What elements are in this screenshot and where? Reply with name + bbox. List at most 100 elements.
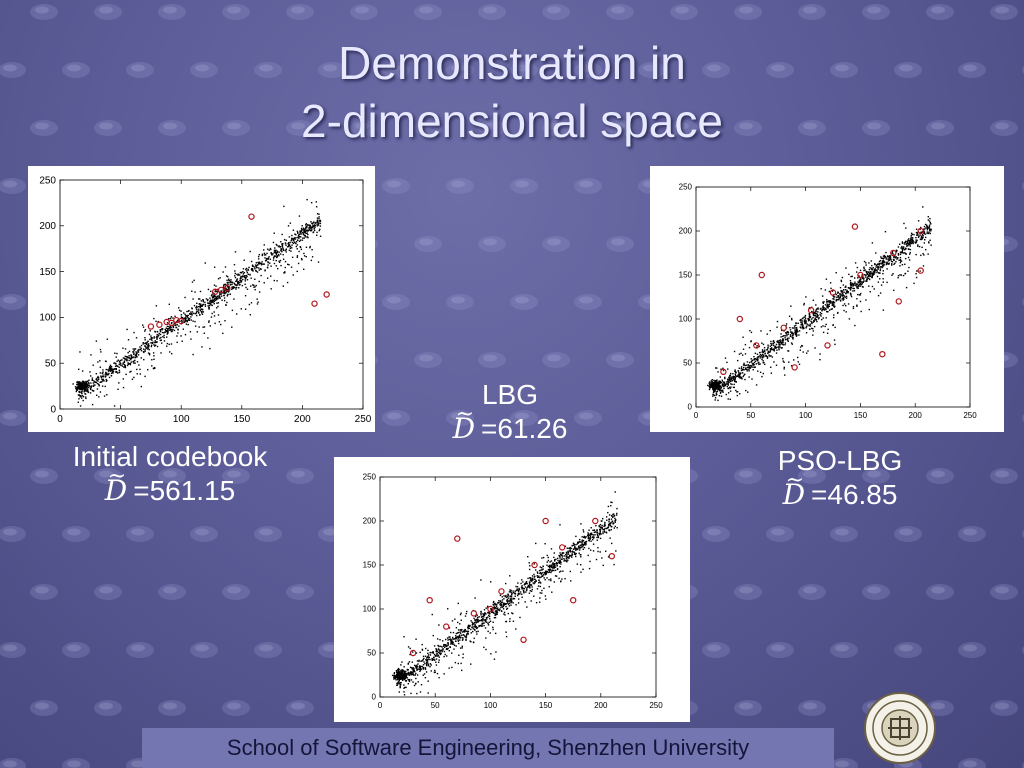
background-dot — [766, 526, 794, 542]
background-dot — [798, 120, 826, 136]
background-dot — [94, 700, 122, 716]
background-dot — [894, 642, 922, 658]
x-tick-label: 200 — [294, 414, 311, 425]
background-dot — [510, 62, 538, 78]
footer-text: School of Software Engineering, Shenzhen… — [226, 735, 750, 760]
x-tick-label: 250 — [963, 411, 977, 420]
codeword-point — [248, 213, 255, 220]
background-dot — [30, 700, 58, 716]
background-dot — [94, 120, 122, 136]
y-tick-label: 150 — [363, 561, 377, 570]
background-dot — [190, 62, 218, 78]
codeword-point — [736, 315, 744, 323]
caption-psolbg-label: PSO-LBG — [777, 445, 903, 476]
codeword-point — [753, 342, 760, 349]
background-dot — [286, 584, 314, 600]
background-dot — [574, 294, 602, 310]
background-dot — [510, 410, 538, 426]
background-dot — [30, 468, 58, 484]
background-dot — [254, 526, 282, 542]
y-tick-label: 200 — [363, 517, 377, 526]
y-tick-label: 0 — [372, 693, 377, 702]
background-dot — [862, 584, 890, 600]
codeword-point — [791, 364, 798, 371]
x-tick-label: 50 — [431, 701, 440, 710]
background-dot — [542, 4, 570, 20]
x-tick-label: 0 — [694, 411, 699, 420]
x-tick-label: 50 — [746, 411, 755, 420]
codeword-point — [569, 596, 577, 604]
background-dot — [766, 62, 794, 78]
codeword-point — [851, 223, 859, 230]
background-dot — [0, 526, 26, 542]
codeword-point — [917, 227, 924, 235]
background-dot — [158, 120, 186, 136]
background-dot — [350, 120, 378, 136]
background-dot — [286, 4, 314, 20]
codeword-point — [426, 596, 433, 604]
background-dot — [734, 120, 762, 136]
plot-axes-frame — [379, 476, 657, 698]
background-dot — [478, 120, 506, 136]
codeword-point — [780, 324, 787, 331]
background-dot — [0, 294, 26, 310]
background-dot — [478, 4, 506, 20]
background-dot — [222, 468, 250, 484]
background-dot — [606, 352, 634, 368]
background-dot — [958, 642, 986, 658]
background-dot — [222, 120, 250, 136]
background-dot — [734, 584, 762, 600]
background-dot — [958, 526, 986, 542]
background-dot — [766, 642, 794, 658]
codeword-point — [454, 535, 461, 542]
background-dot — [862, 468, 890, 484]
background-dot — [126, 62, 154, 78]
y-tick-label: 150 — [679, 271, 693, 280]
background-dot — [894, 526, 922, 542]
y-tick-label: 0 — [688, 403, 693, 412]
codeword-point — [323, 291, 330, 298]
background-dot — [702, 62, 730, 78]
background-dot — [926, 4, 954, 20]
y-tick-label: 50 — [683, 359, 692, 368]
codeword-point — [829, 289, 837, 296]
background-dot — [478, 236, 506, 252]
background-dot — [62, 62, 90, 78]
background-dot — [990, 4, 1018, 20]
background-dot — [446, 62, 474, 78]
caption-lbg-value: =61.26 — [481, 413, 568, 444]
codeword-point — [758, 271, 765, 279]
codeword-point — [217, 286, 225, 294]
y-tick-label: 100 — [39, 313, 56, 324]
codeword-point — [857, 271, 864, 279]
background-dot — [0, 758, 26, 768]
background-dot — [734, 4, 762, 20]
scatter-plot-initial: 0 50 100 150 200 250 0 50 100 150 200 250 — [28, 166, 375, 432]
y-tick-label: 200 — [39, 221, 56, 232]
codeword-point — [311, 300, 318, 307]
background-dot — [222, 584, 250, 600]
background-dot — [62, 758, 90, 768]
background-dot — [702, 642, 730, 658]
caption-psolbg-value: =46.85 — [811, 479, 898, 510]
caption-initial-value: =561.15 — [133, 475, 236, 506]
background-dot — [798, 4, 826, 20]
d-tilde-symbol: D — [453, 398, 475, 446]
caption-initial-codebook: Initial codebook D =561.15 — [40, 440, 300, 508]
x-tick-label: 250 — [649, 701, 663, 710]
background-dot — [414, 4, 442, 20]
x-tick-label: 100 — [799, 411, 813, 420]
codeword-point — [608, 552, 616, 560]
background-dot — [62, 642, 90, 658]
codeword-point — [470, 610, 478, 617]
background-dot — [62, 526, 90, 542]
caption-initial-label: Initial codebook — [72, 441, 268, 472]
background-dot — [286, 700, 314, 716]
scatter-points — [391, 491, 618, 696]
x-tick-label: 0 — [57, 414, 63, 425]
background-dot — [30, 584, 58, 600]
background-dot — [510, 178, 538, 194]
title-line-1: Demonstration in — [338, 37, 686, 89]
background-dot — [446, 178, 474, 194]
background-dot — [0, 62, 26, 78]
